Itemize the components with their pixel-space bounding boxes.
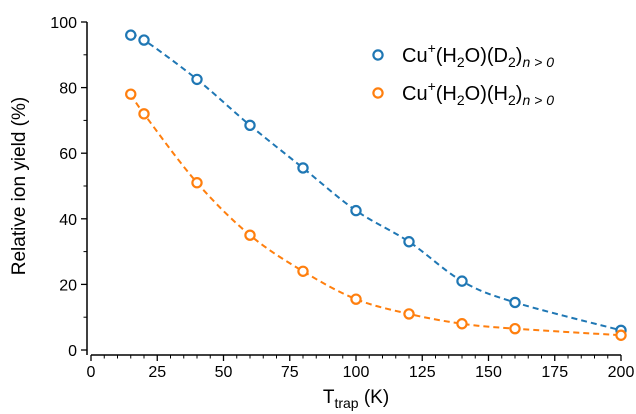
x-axis-title: Ttrap (K) <box>323 387 389 411</box>
x-tick-label: 50 <box>215 364 233 381</box>
series-1-point <box>350 204 362 217</box>
y-tick-label: 80 <box>59 81 77 98</box>
series-2-point <box>191 177 203 189</box>
series-1-point <box>297 162 309 174</box>
legend-label: Cu+(H2O)(H2)n > 0 <box>402 78 554 108</box>
x-tick-label: 25 <box>148 364 166 381</box>
x-tick-label: 100 <box>343 364 370 381</box>
series-1-point <box>138 34 150 46</box>
series-2-point <box>350 293 362 305</box>
series-1-point <box>244 119 256 132</box>
series-2-point <box>125 88 137 100</box>
x-tick-label: 175 <box>541 364 568 381</box>
legend-item-2: Cu+(H2O)(H2)n > 0 <box>372 78 554 108</box>
axes <box>86 22 621 356</box>
series-1-point <box>456 275 468 287</box>
series-2-point <box>615 329 627 341</box>
x-tick-label: 0 <box>87 364 96 381</box>
legend-marker <box>372 49 384 61</box>
y-tick-label: 20 <box>59 277 77 294</box>
series-2-point <box>509 322 521 335</box>
series-2-point <box>297 265 309 277</box>
x-axis-title-unit: (K) <box>359 387 390 408</box>
y-tick-label: 0 <box>68 343 77 360</box>
series-1-point <box>509 296 521 309</box>
y-tick-label: 40 <box>59 212 77 229</box>
series-1-point <box>191 73 203 86</box>
series-2-point <box>244 229 256 241</box>
y-tick-label: 60 <box>59 146 77 163</box>
y-axis-title: Relative ion yield (%) <box>9 97 30 275</box>
series-2-point <box>403 308 415 320</box>
x-tick-label: 200 <box>608 364 635 381</box>
series-1-line <box>130 34 622 332</box>
y-ticks: 0 20 40 60 80 100 <box>50 15 87 360</box>
y-tick-label: 100 <box>50 15 77 32</box>
x-tick-label: 125 <box>409 364 436 381</box>
series-2-point <box>456 318 468 330</box>
series-1-point <box>125 29 137 41</box>
x-tick-label: 75 <box>281 364 299 381</box>
legend: Cu+(H2O)(D2)n > 0 Cu+(H2O)(H2)n > 0 <box>372 40 554 108</box>
legend-item-1: Cu+(H2O)(D2)n > 0 <box>372 40 554 70</box>
x-tick-label: 150 <box>475 364 502 381</box>
legend-marker <box>372 87 384 99</box>
series-1 <box>125 29 627 337</box>
series-2-line <box>129 93 622 337</box>
series-2-point <box>138 108 150 120</box>
series-1-point <box>403 236 415 248</box>
x-axis-title-subscript: trap <box>334 395 358 411</box>
x-ticks: 0 25 50 75 100 125 150 175 200 <box>87 355 635 381</box>
legend-label: Cu+(H2O)(D2)n > 0 <box>402 40 554 70</box>
x-axis-title-main: T <box>323 387 335 408</box>
series-layer <box>125 29 627 341</box>
series-2 <box>125 88 627 341</box>
